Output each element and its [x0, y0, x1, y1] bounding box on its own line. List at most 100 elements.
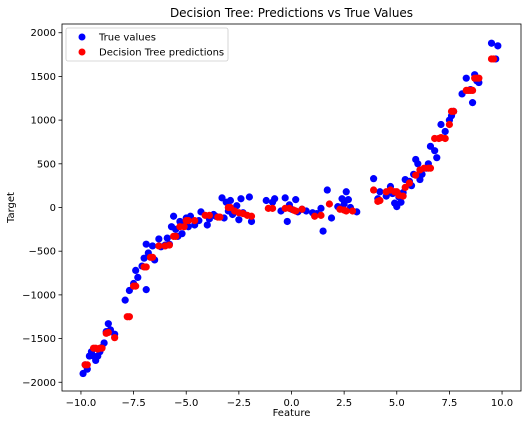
true-values-point — [132, 266, 140, 275]
decision-tree-predictions-point — [475, 74, 483, 82]
true-values-point — [281, 194, 289, 202]
true-values-point — [323, 186, 331, 194]
true-values-point — [342, 188, 350, 196]
true-values-point — [462, 74, 470, 82]
y-axis-ticks: −2000 −1500 −1000 −500 0 500 1000 1500 2000 — [22, 28, 62, 389]
x-tick-label: −2.5 — [227, 398, 251, 409]
true-values-point — [271, 195, 279, 203]
y-tick-label: 1000 — [31, 116, 56, 127]
decision-tree-predictions-point — [370, 186, 378, 194]
true-values-point — [441, 127, 449, 136]
true-values-point — [262, 196, 270, 205]
true-values-point — [283, 217, 291, 226]
true-values-point — [203, 221, 211, 229]
decision-tree-predictions-point — [412, 171, 420, 179]
decision-tree-predictions-point — [142, 263, 150, 271]
decision-tree-predictions-point — [216, 213, 224, 221]
y-tick-label: −500 — [29, 247, 56, 258]
decision-tree-predictions-point — [292, 207, 300, 215]
legend-label-true-values: True values — [98, 33, 156, 44]
true-values-point — [140, 254, 148, 262]
decision-tree-predictions-point — [311, 212, 319, 220]
true-values-point — [494, 42, 502, 50]
decision-tree-predictions-point — [426, 164, 435, 172]
true-values-point — [437, 120, 445, 129]
decision-tree-predictions-point — [376, 196, 384, 205]
decision-tree-predictions-point — [165, 241, 173, 249]
true-values-point — [148, 242, 157, 250]
decision-tree-predictions-point — [450, 107, 458, 115]
x-tick-label: 10.0 — [491, 398, 513, 409]
decision-tree-predictions-point — [111, 334, 119, 342]
true-values-point — [134, 273, 142, 281]
legend-label-decision-tree-predictions: Decision Tree predictions — [99, 48, 224, 59]
x-tick-label: −10.0 — [66, 398, 97, 409]
decision-tree-predictions-point — [247, 212, 256, 220]
true-values-point — [142, 240, 150, 248]
true-values-point — [235, 216, 243, 224]
decision-tree-predictions-point — [148, 253, 157, 261]
true-values-point — [468, 99, 477, 107]
true-values-point — [237, 195, 245, 203]
legend-marker-true-values — [78, 33, 86, 41]
true-values-point — [247, 217, 256, 226]
true-values-point — [245, 193, 253, 201]
true-values-point — [317, 204, 325, 212]
true-values-point — [155, 235, 163, 243]
decision-tree-predictions-point — [184, 217, 192, 225]
true-values-point — [169, 212, 178, 220]
x-axis-ticks: −10.0 −7.5 −5.0 −2.5 0.0 2.5 5.0 7.5 10.0 — [66, 391, 513, 409]
true-values-point — [226, 196, 235, 205]
decision-tree-predictions-point — [205, 211, 213, 219]
x-tick-label: −5.0 — [174, 398, 198, 409]
decision-tree-predictions-point — [468, 86, 477, 95]
true-values-point — [327, 214, 336, 222]
decision-tree-predictions-point — [191, 217, 199, 225]
decision-tree-predictions-point — [405, 179, 414, 187]
y-tick-label: 500 — [37, 159, 56, 170]
x-tick-label: 0.0 — [284, 398, 300, 409]
x-tick-label: 5.0 — [389, 398, 405, 409]
y-tick-label: 0 — [50, 203, 56, 214]
decision-tree-predictions-point — [441, 134, 449, 143]
decision-tree-predictions-point — [348, 207, 357, 215]
y-tick-label: −1000 — [22, 290, 56, 301]
true-values-point — [487, 39, 496, 47]
decision-tree-predictions-point — [490, 55, 498, 63]
true-values-point — [142, 286, 150, 294]
decision-tree-predictions-point — [399, 192, 407, 200]
y-axis-title: Target — [6, 192, 17, 224]
decision-tree-predictions-point — [180, 223, 188, 231]
true-values-point — [397, 198, 405, 206]
decision-tree-predictions-point — [155, 242, 163, 250]
decision-tree-predictions-point — [83, 361, 91, 369]
x-tick-label: 7.5 — [441, 398, 457, 409]
true-values-point — [433, 154, 441, 162]
points-layer — [79, 39, 502, 378]
true-values-point — [370, 175, 378, 183]
decision-tree-predictions-point — [104, 328, 112, 337]
true-values-point — [121, 296, 129, 304]
decision-tree-predictions-point — [342, 207, 350, 215]
true-values-point — [414, 160, 422, 168]
true-values-point — [431, 147, 439, 155]
true-values-point — [376, 188, 384, 196]
legend: True values Decision Tree predictions — [65, 27, 229, 62]
y-tick-label: 1500 — [31, 72, 56, 83]
x-axis-title: Feature — [273, 408, 311, 419]
x-tick-label: 2.5 — [336, 398, 352, 409]
decision-tree-predictions-point — [172, 232, 180, 240]
chart-title: Decision Tree: Predictions vs True Value… — [170, 6, 413, 20]
decision-tree-predictions-point — [325, 200, 333, 208]
y-tick-label: −2000 — [22, 378, 56, 389]
decision-tree-predictions-point — [317, 211, 325, 219]
decision-tree-predictions-point — [268, 204, 277, 212]
y-tick-label: −1500 — [22, 334, 56, 345]
y-tick-label: 2000 — [31, 28, 56, 39]
legend-box — [65, 27, 229, 62]
true-values-point — [163, 234, 171, 242]
decision-tree-predictions-point — [98, 344, 106, 352]
true-values-point — [344, 196, 352, 204]
